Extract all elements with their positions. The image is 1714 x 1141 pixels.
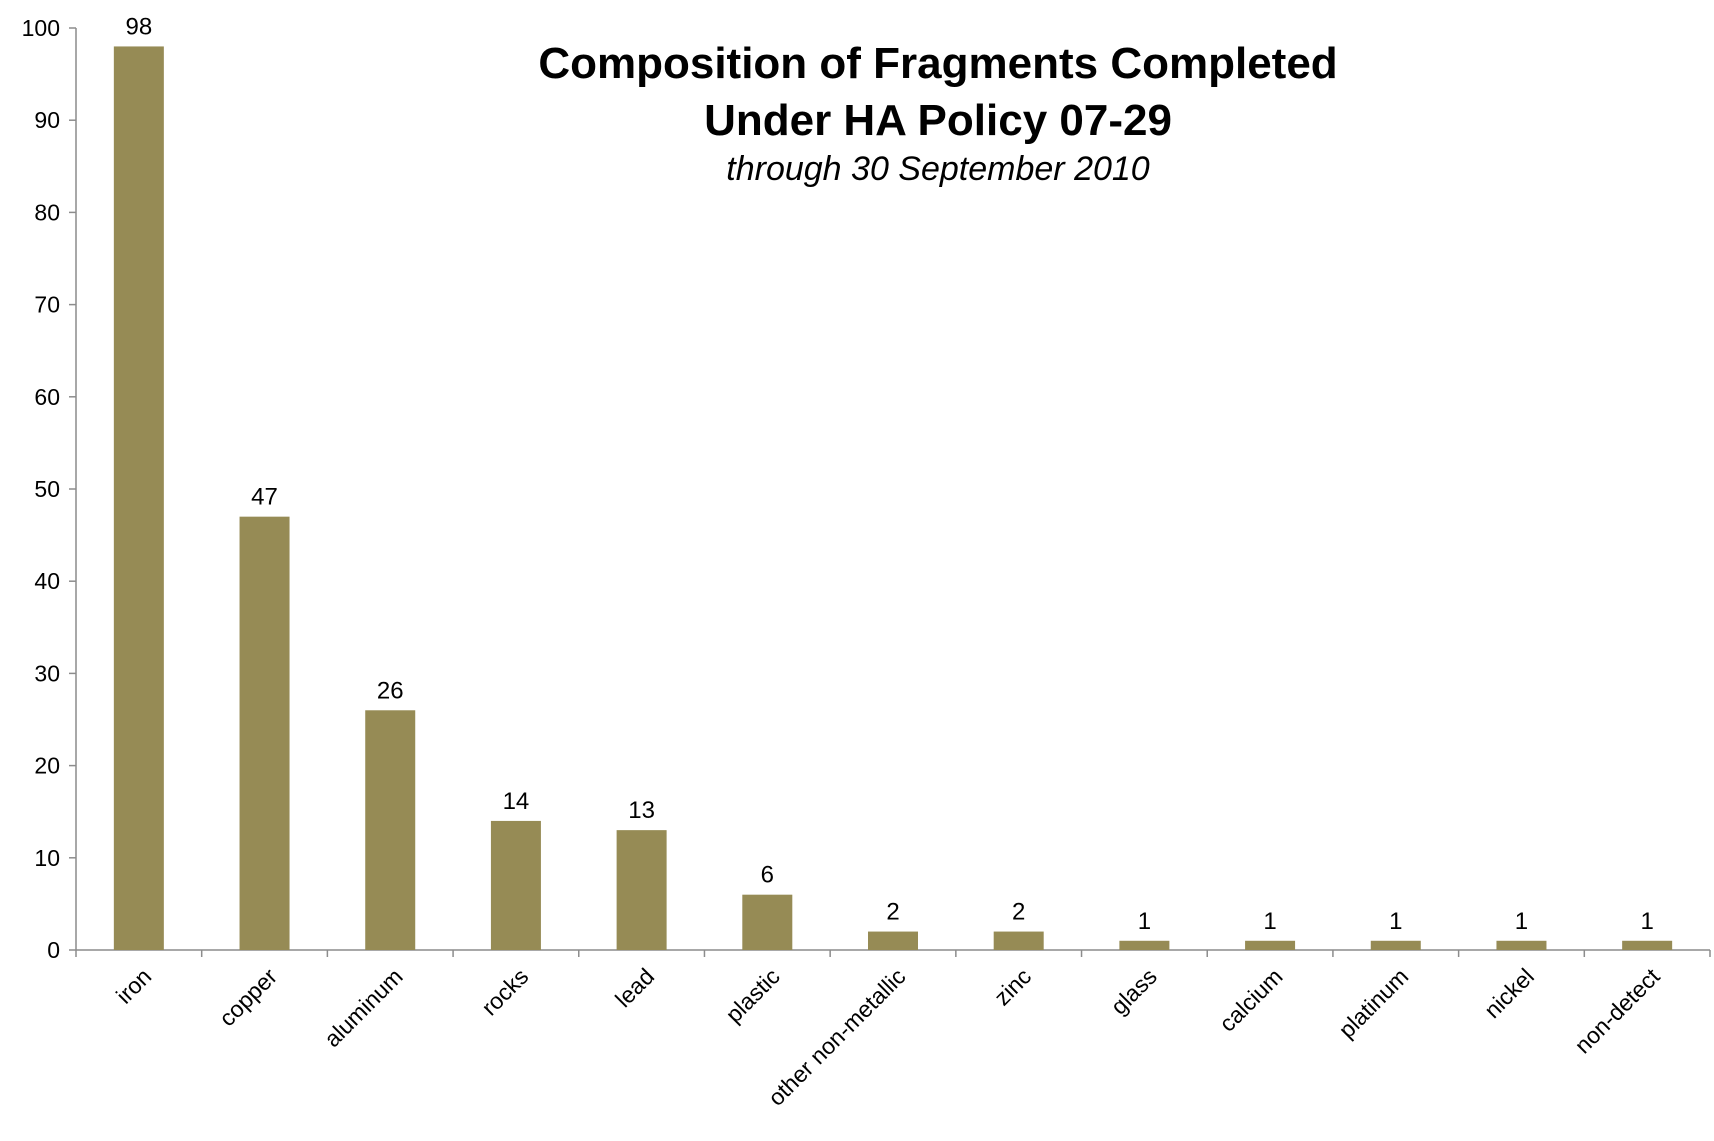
data-label: 2 [1012,899,1025,926]
x-ticks: iron copper aluminum rocks lead plasticother … [75,950,1711,1111]
bar-iron [113,46,164,950]
x-tick-label: rocks [476,963,533,1020]
bar-calcium [1245,940,1296,950]
x-tick-label: non-detect [1569,963,1665,1059]
x-tick-label: other non-metallic [763,963,911,1111]
bar-copper [239,516,290,950]
bar-other-non-metallic [868,931,918,950]
data-label: 47 [251,484,278,511]
y-ticks: 0 10 20 30 40 50 60 70 80 90 100 [22,15,76,963]
data-label: 1 [1263,908,1276,935]
y-tick-label: 50 [34,476,60,502]
data-label: 14 [503,788,530,815]
data-label: 6 [761,862,774,889]
bar-lead [616,830,667,950]
data-label: 98 [125,13,152,40]
y-tick-label: 100 [22,15,60,41]
data-labels: 98 47 26 14 13 6 2 2 1 1 1 1 1 [125,13,1653,934]
x-tick-label: lead [610,963,659,1012]
y-tick-label: 70 [34,292,60,318]
x-tick-label: platinum [1333,963,1413,1043]
y-tick-label: 0 [47,937,60,963]
data-label: 26 [377,677,404,704]
y-tick-label: 80 [34,199,60,225]
y-tick-label: 20 [34,753,60,779]
y-tick-label: 90 [34,107,60,133]
x-tick-label: copper [214,963,282,1031]
x-tick-label: plastic [720,963,784,1027]
y-tick-label: 60 [34,384,60,410]
bar-platinum [1370,940,1421,950]
y-tick-label: 40 [34,568,60,594]
x-tick-label: nickel [1479,963,1539,1023]
data-label: 1 [1138,908,1151,935]
x-tick-label: glass [1106,963,1162,1019]
x-tick-label: iron [111,963,157,1009]
bar-non-detect [1622,940,1673,950]
data-label: 1 [1389,908,1402,935]
x-tick-label: aluminum [319,963,408,1052]
data-label: 1 [1640,908,1653,935]
x-tick-label: calcium [1214,963,1288,1037]
y-tick-label: 30 [34,660,60,686]
bar-zinc [993,931,1044,950]
chart-title-line-1: Composition of Fragments Completed [538,39,1337,88]
data-label: 2 [886,899,899,926]
bar-aluminum [365,710,416,950]
data-label: 1 [1515,908,1528,935]
x-tick-label: zinc [989,963,1036,1010]
data-label: 13 [628,797,655,824]
bars [113,46,1673,950]
chart-title-group: Composition of Fragments Completed Under… [538,39,1337,188]
chart-title-line-2: Under HA Policy 07-29 [704,96,1172,145]
y-tick-label: 10 [34,845,60,871]
bar-nickel [1496,940,1547,950]
bar-plastic [742,894,793,950]
chart-subtitle: through 30 September 2010 [726,150,1150,188]
bar-rocks [490,820,541,950]
bar-glass [1119,940,1170,950]
